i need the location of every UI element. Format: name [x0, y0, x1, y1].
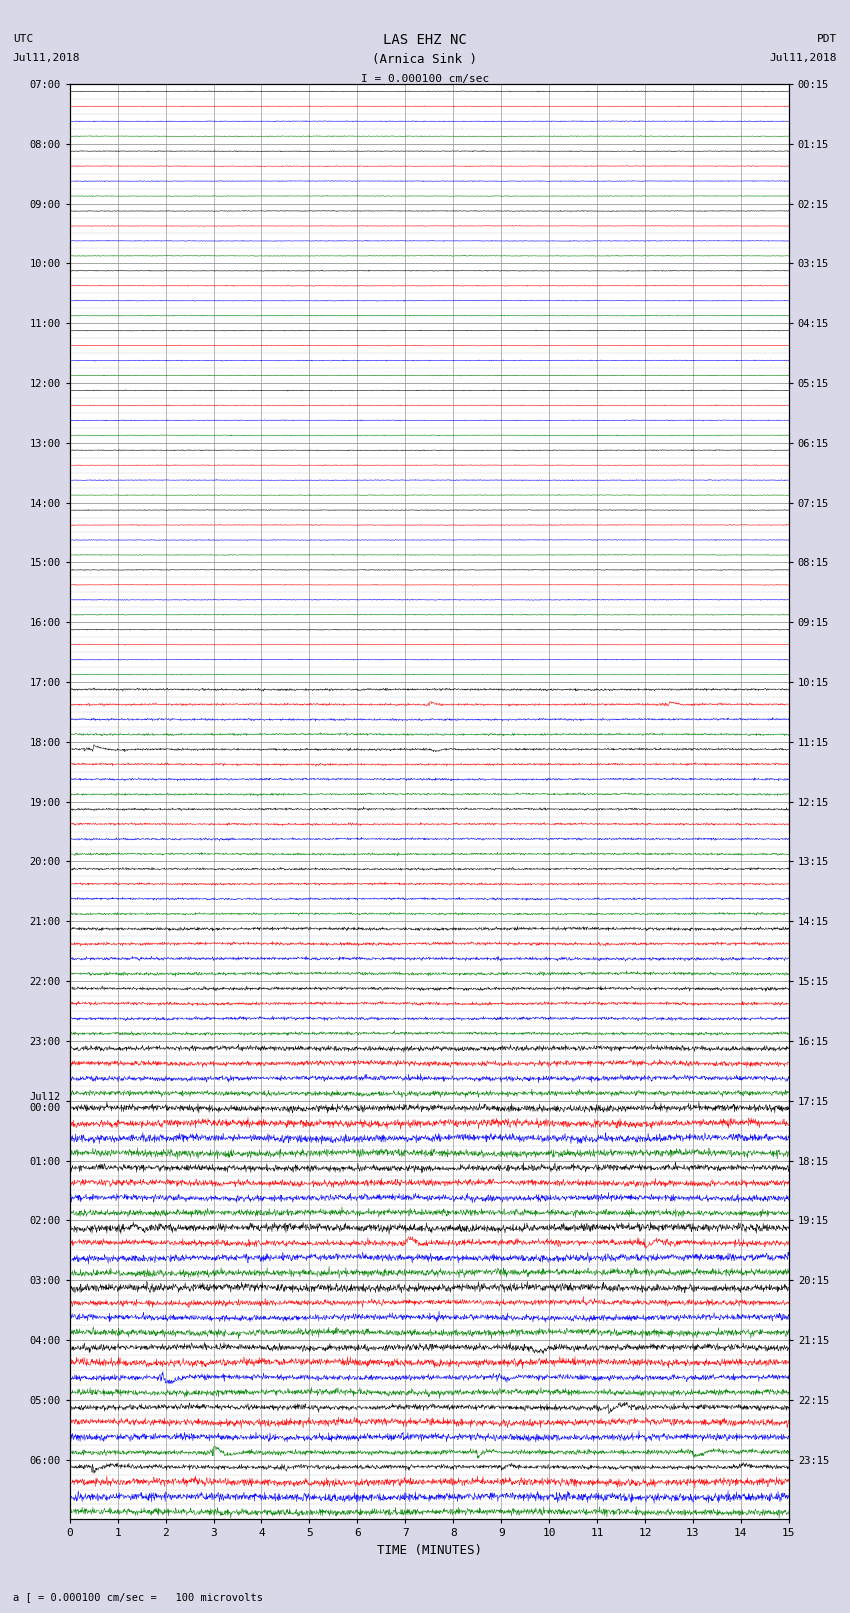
Text: Jul11,2018: Jul11,2018 [770, 53, 837, 63]
Text: a [ = 0.000100 cm/sec =   100 microvolts: a [ = 0.000100 cm/sec = 100 microvolts [13, 1592, 263, 1602]
Text: (Arnica Sink ): (Arnica Sink ) [372, 53, 478, 66]
Text: UTC: UTC [13, 34, 33, 44]
Text: LAS EHZ NC: LAS EHZ NC [383, 34, 467, 47]
Text: I = 0.000100 cm/sec: I = 0.000100 cm/sec [361, 74, 489, 84]
Text: PDT: PDT [817, 34, 837, 44]
Text: Jul11,2018: Jul11,2018 [13, 53, 80, 63]
X-axis label: TIME (MINUTES): TIME (MINUTES) [377, 1544, 482, 1557]
